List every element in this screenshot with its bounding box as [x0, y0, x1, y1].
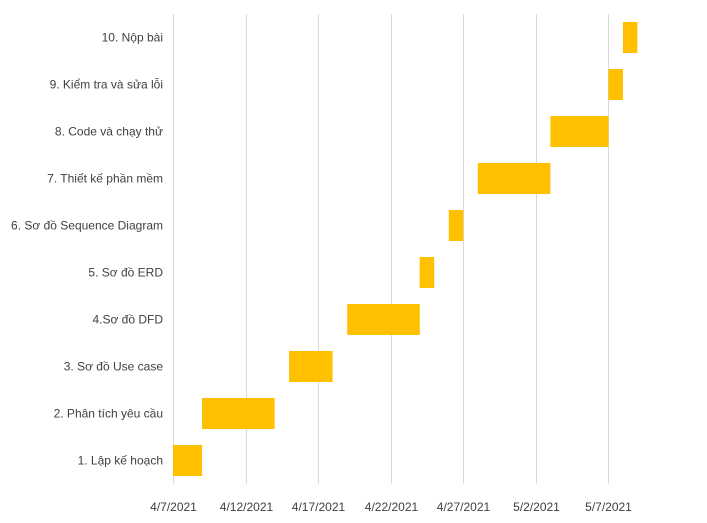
task-labels: 1. Lập kế hoạch 2. Phân tích yêu cầu 3. Sơ…: [11, 31, 163, 468]
task-bar: [289, 351, 333, 382]
task-label: 4.Sơ đồ DFD: [92, 313, 163, 327]
task-bar: [419, 257, 435, 288]
task-label: 3. Sơ đồ Use case: [64, 360, 164, 374]
x-tick-label: 4/17/2021: [292, 500, 346, 514]
task-bar: [550, 116, 609, 147]
task-bar: [202, 398, 275, 429]
task-label: 1. Lập kế hoạch: [78, 454, 163, 468]
task-bar: [448, 210, 464, 241]
task-bar: [477, 163, 551, 194]
task-label: 2. Phân tích yêu cầu: [54, 407, 163, 421]
task-label: 10. Nộp bài: [102, 31, 163, 45]
task-label: 5. Sơ đồ ERD: [88, 266, 163, 280]
task-label: 7. Thiết kế phần mềm: [47, 172, 163, 186]
x-tick-label: 4/7/2021: [150, 500, 197, 514]
task-label: 6. Sơ đồ Sequence Diagram: [11, 219, 163, 233]
x-tick-label: 4/12/2021: [220, 500, 274, 514]
task-label: 8. Code và chạy thử: [55, 125, 163, 139]
x-tick-label: 5/2/2021: [513, 500, 560, 514]
x-tick-label: 4/22/2021: [365, 500, 419, 514]
task-bar: [622, 22, 638, 53]
date-axis-labels: 4/7/2021 4/12/2021 4/17/2021 4/22/2021 4/27/…: [150, 500, 632, 514]
task-bar: [173, 445, 202, 476]
task-bar: [347, 304, 420, 335]
x-tick-label: 5/7/2021: [585, 500, 632, 514]
task-bar: [608, 69, 623, 100]
task-label: 9. Kiểm tra và sửa lỗi: [50, 77, 163, 92]
task-bars: [173, 22, 638, 476]
x-tick-label: 4/27/2021: [437, 500, 491, 514]
